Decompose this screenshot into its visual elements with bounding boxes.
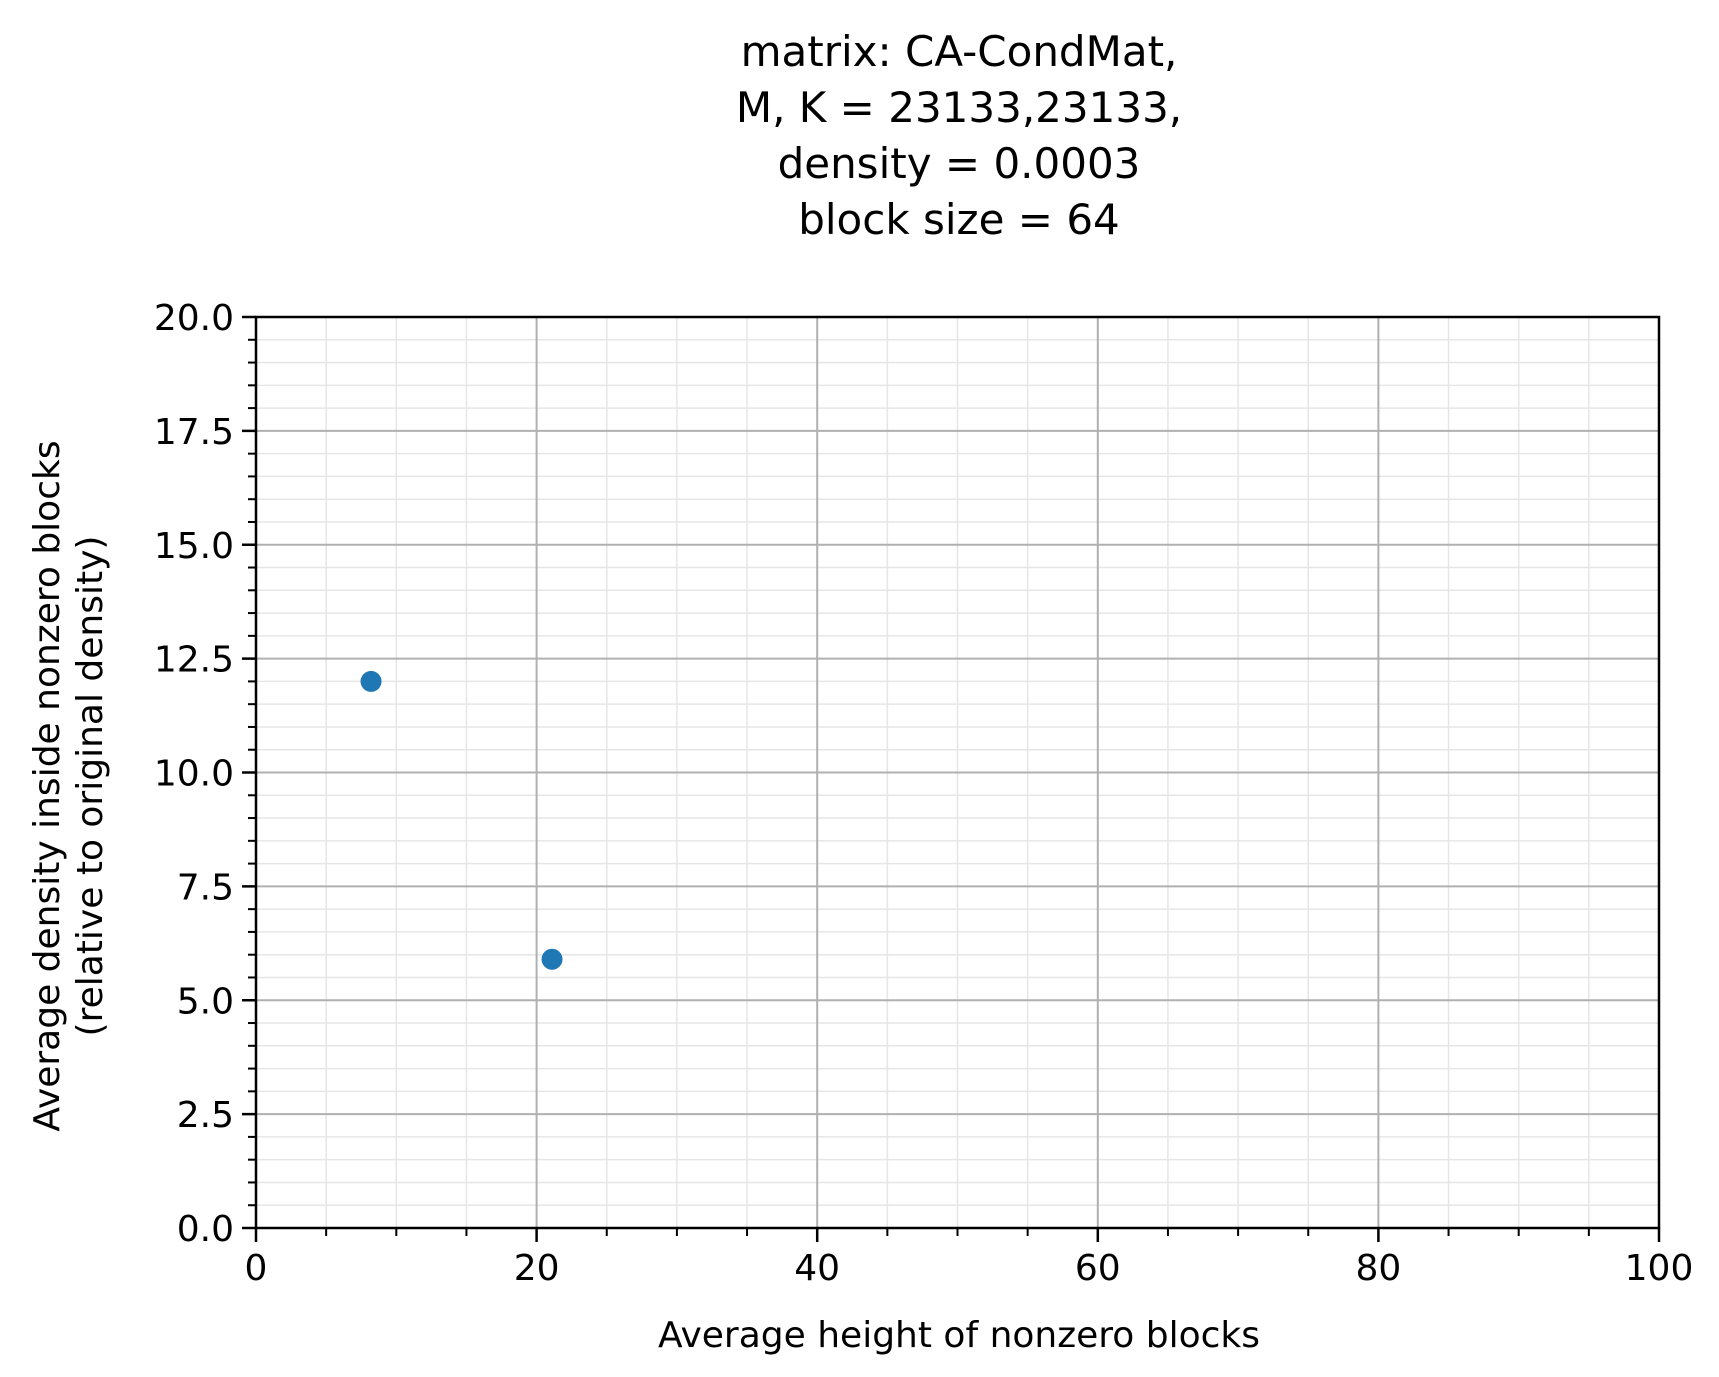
- axis-ticks: [242, 315, 1661, 1242]
- x-tick-label: 60: [1075, 1248, 1121, 1289]
- y-tick-labels: 0.0 2.5 5.0 7.5 10.0 12.5 15.0 17.5 20.0: [154, 298, 234, 1250]
- chart-title-line-1: matrix: CA-CondMat,: [741, 27, 1178, 76]
- x-tick-label: 20: [514, 1248, 560, 1289]
- y-tick-label: 15.0: [154, 526, 234, 567]
- chart-title: matrix: CA-CondMat, M, K = 23133,23133, …: [736, 27, 1182, 244]
- x-tick-label: 0: [245, 1248, 268, 1289]
- y-tick-label: 0.0: [177, 1209, 234, 1250]
- data-point: [541, 948, 563, 970]
- x-tick-label: 100: [1625, 1248, 1694, 1289]
- x-tick-labels: 0 20 40 60 80 100: [245, 1248, 1694, 1289]
- y-axis-label: Average density inside nonzero blocks (r…: [27, 440, 111, 1131]
- x-axis-label: Average height of nonzero blocks: [658, 1315, 1260, 1356]
- y-tick-label: 7.5: [177, 867, 234, 908]
- chart-title-line-4: block size = 64: [798, 195, 1120, 244]
- y-tick-label: 2.5: [177, 1095, 234, 1136]
- y-axis-label-line-1: Average density inside nonzero blocks: [27, 440, 68, 1131]
- data-point: [360, 670, 382, 692]
- y-tick-label: 20.0: [154, 298, 234, 339]
- chart-title-line-3: density = 0.0003: [778, 139, 1141, 188]
- x-tick-label: 40: [794, 1248, 840, 1289]
- y-axis-label-line-2: (relative to original density): [70, 536, 111, 1037]
- y-tick-label: 5.0: [177, 981, 234, 1022]
- x-tick-label: 80: [1355, 1248, 1401, 1289]
- y-tick-label: 12.5: [154, 640, 234, 681]
- chart-title-line-2: M, K = 23133,23133,: [736, 83, 1182, 132]
- data-points: [360, 670, 563, 970]
- y-tick-label: 17.5: [154, 412, 234, 453]
- y-tick-label: 10.0: [154, 754, 234, 795]
